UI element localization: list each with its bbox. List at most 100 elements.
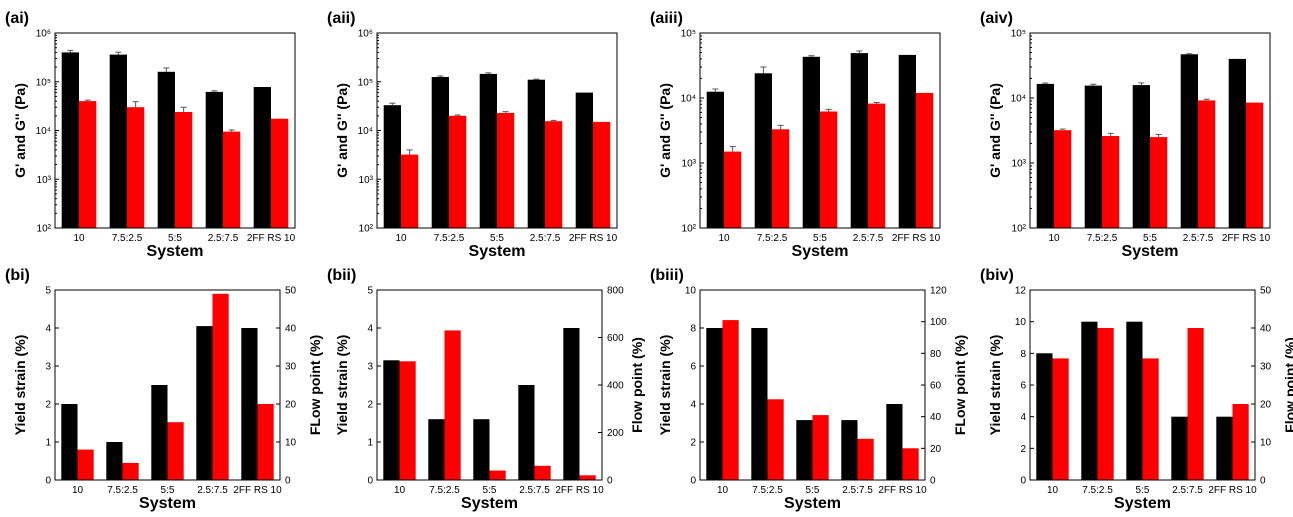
y-tick-label: 10⁵: [358, 77, 373, 88]
panel-label: (aiii): [650, 10, 683, 27]
x-axis-label: System: [139, 495, 196, 512]
bar-series1-3: [1198, 100, 1216, 228]
y2-tick-label: 20: [285, 400, 297, 411]
y2-axis-label: FLow point (%): [952, 335, 968, 435]
plot-frame: [1029, 32, 1271, 229]
y-tick-label: 10: [685, 286, 697, 297]
bar-series1-4: [902, 448, 919, 480]
x-tick-label: 2.5:7.5: [842, 485, 873, 496]
bar-series1-3: [223, 131, 241, 228]
bar-series1-2: [1142, 358, 1159, 480]
y2-tick-label: 50: [1260, 286, 1272, 297]
y-tick-label: 3: [45, 362, 51, 373]
panel-label: (bi): [5, 267, 30, 284]
bar-series0-4: [241, 328, 258, 480]
bar-series1-2: [1150, 137, 1168, 228]
x-axis-label: System: [1122, 243, 1179, 260]
x-tick-label: 2.5:7.5: [1172, 485, 1203, 496]
chart-panel-5: (bii) 0 1 2 3 4 5 0 200 400 600 800 Flow point (%) 10…: [327, 267, 645, 512]
y-tick-label: 10³: [682, 159, 697, 170]
y-tick-label: 10⁴: [681, 94, 696, 105]
y-tick-label: 10²: [37, 224, 52, 235]
bar-series0-0: [61, 404, 78, 480]
y-tick-label: 6: [1020, 381, 1026, 392]
y-tick-label: 1: [367, 438, 373, 449]
bar-series1-4: [593, 121, 611, 228]
bar-series0-2: [1126, 321, 1143, 480]
bar-series1-1: [1097, 328, 1114, 480]
x-tick-label: 7.5:2.5: [1087, 233, 1118, 244]
bar-series0-3: [1171, 416, 1188, 480]
bar-series1-2: [497, 112, 515, 228]
bar-series1-0: [77, 449, 94, 480]
bar-series1-3: [212, 293, 229, 480]
y2-tick-label: 40: [1260, 324, 1272, 335]
y2-tick-label: 0: [607, 476, 613, 487]
x-tick-label: 10: [395, 233, 407, 244]
bar-series1-1: [772, 129, 790, 228]
y-axis-label: G' and G'' (Pa): [334, 83, 350, 178]
panel-label: (aiv): [980, 10, 1013, 27]
y-tick-label: 10⁴: [36, 126, 51, 137]
y-tick-label: 10⁴: [358, 126, 373, 137]
y-axis-label: G' and G'' (Pa): [12, 83, 28, 178]
y-tick-label: 5: [45, 286, 51, 297]
bar-series1-1: [122, 462, 139, 480]
bar-series0-3: [841, 420, 858, 480]
y2-axis-label: Flow point (%): [629, 337, 645, 433]
y2-tick-label: 40: [285, 324, 297, 335]
y-tick-label: 5: [367, 286, 373, 297]
y-tick-label: 10³: [37, 175, 52, 186]
bar-series0-3: [518, 385, 535, 480]
bar-series1-1: [767, 399, 784, 481]
x-tick-label: 5:5: [483, 485, 497, 496]
y-tick-label: 10²: [682, 224, 697, 235]
bar-series1-0: [1054, 130, 1072, 228]
bar-series1-1: [1102, 136, 1120, 228]
y2-tick-label: 10: [1260, 438, 1272, 449]
x-tick-label: 2FF RS 10: [233, 485, 282, 496]
y-tick-label: 4: [690, 400, 696, 411]
y2-tick-label: 30: [1260, 362, 1272, 373]
x-tick-label: 5:5: [168, 233, 182, 244]
y2-tick-label: 200: [607, 428, 624, 439]
y2-tick-label: 10: [285, 438, 297, 449]
chart-panel-2: (aiii) 10² 10³ 10⁴ 10⁵ 10 7.5:2.5 5:5 2.5:7.5 2FF…: [650, 10, 941, 260]
bar-series0-0: [61, 52, 79, 229]
y-tick-label: 10²: [359, 224, 374, 235]
bar-series0-2: [157, 71, 175, 228]
bar-series0-0: [383, 105, 401, 228]
bar-series1-3: [534, 465, 551, 481]
x-tick-label: 2.5:7.5: [1183, 233, 1214, 244]
bar-series0-4: [898, 54, 916, 229]
bar-series0-1: [109, 54, 127, 228]
bar-series0-4: [1216, 416, 1233, 480]
x-tick-label: 10: [1048, 233, 1060, 244]
x-tick-label: 2.5:7.5: [208, 233, 239, 244]
x-tick-label: 2.5:7.5: [519, 485, 550, 496]
x-tick-label: 10: [717, 485, 729, 496]
bar-series0-2: [1132, 85, 1150, 228]
bar-series1-3: [868, 103, 886, 228]
y-tick-label: 10⁴: [1011, 94, 1026, 105]
y-tick-label: 0: [45, 476, 51, 487]
x-tick-label: 2FF RS 10: [892, 233, 941, 244]
x-axis-label: System: [792, 243, 849, 260]
bar-series0-0: [1036, 83, 1054, 229]
y-axis-label: G' and G'' (Pa): [987, 83, 1003, 178]
bar-series1-1: [449, 115, 467, 228]
y2-tick-label: 600: [607, 333, 624, 344]
bar-series1-4: [257, 404, 274, 480]
y-axis-label: Yield strain (%): [12, 335, 28, 436]
y-tick-label: 1: [45, 438, 51, 449]
bar-series0-1: [106, 442, 123, 480]
panel-label: (aii): [327, 10, 355, 27]
x-tick-label: 5:5: [490, 233, 504, 244]
x-tick-label: 5:5: [1143, 233, 1157, 244]
y-tick-label: 8: [1020, 349, 1026, 360]
x-tick-label: 10: [718, 233, 730, 244]
bar-series0-0: [383, 360, 400, 480]
y-tick-label: 2: [367, 400, 373, 411]
x-tick-label: 7.5:2.5: [752, 485, 783, 496]
x-axis-label: System: [1114, 495, 1171, 512]
